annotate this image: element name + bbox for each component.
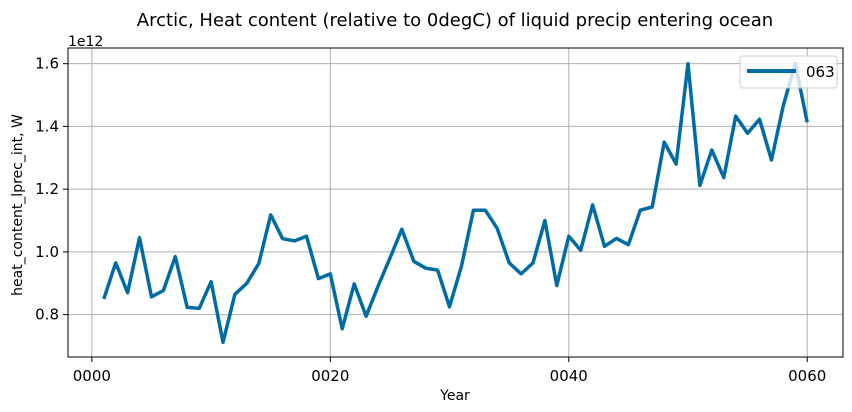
y-tick-label: 1.4 xyxy=(35,117,59,135)
x-axis-label: Year xyxy=(439,388,470,404)
y-tick-label: 1.2 xyxy=(35,180,59,198)
plot-area xyxy=(67,47,844,358)
x-tick-label: 0040 xyxy=(550,367,588,385)
chart-title: Arctic, Heat content (relative to 0degC)… xyxy=(137,10,773,31)
y-tick-label: 0.8 xyxy=(35,306,59,324)
x-tick-label: 0060 xyxy=(788,367,826,385)
y-axis: 0.8 1.0 1.2 1.4 1.6 xyxy=(35,55,68,324)
legend: 063 xyxy=(739,55,838,89)
legend-label: 063 xyxy=(806,63,835,81)
y-axis-label: heat_content_lprec_int, W xyxy=(10,114,26,296)
plot-frame xyxy=(67,47,844,358)
x-tick-label: 0000 xyxy=(73,367,111,385)
grid-lines xyxy=(68,48,843,357)
series-line xyxy=(102,61,809,345)
y-offset-label: 1e12 xyxy=(68,34,103,50)
x-tick-label: 0020 xyxy=(311,367,349,385)
y-tick-label: 1.0 xyxy=(35,243,59,261)
y-tick-label: 1.6 xyxy=(35,55,59,73)
x-axis: 0000 0020 0040 0060 xyxy=(73,357,826,385)
